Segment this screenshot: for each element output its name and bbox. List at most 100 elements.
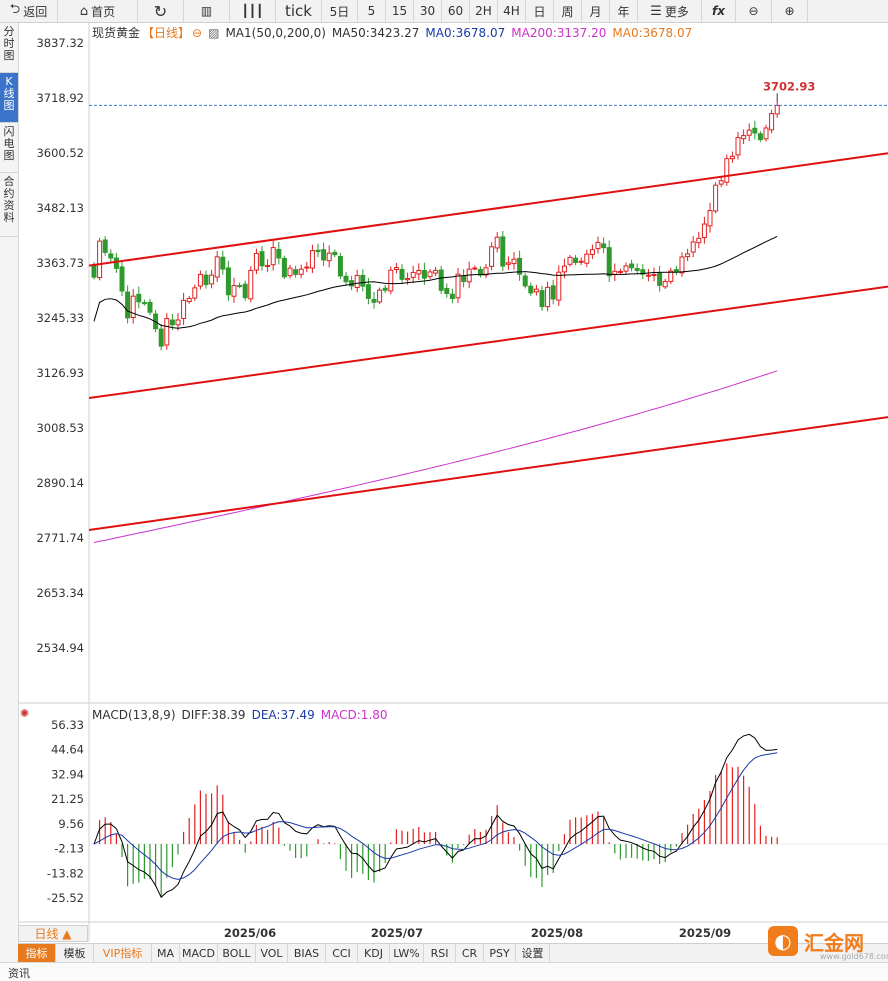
candle-type-button[interactable]: ┃┃┃ [230,0,276,22]
candle-body [505,262,511,265]
indicator-cr[interactable]: CR [456,944,484,962]
candle-body [444,287,450,294]
candle-body [410,271,416,278]
indicator-vol[interactable]: VOL [256,944,288,962]
indicator-ma[interactable]: MA [152,944,180,962]
candle-body [511,258,517,265]
period-day[interactable]: 日 [526,0,554,22]
period-4h[interactable]: 4H [498,0,526,22]
news-tab[interactable]: 资讯 [8,967,30,980]
indicator-cci[interactable]: CCI [326,944,358,962]
candle-body [321,249,327,261]
indicator-tab[interactable]: 指标 [18,944,56,962]
candle-body [673,269,679,273]
template-tab[interactable]: 模板 [56,944,94,962]
candle-body [141,302,147,305]
candle-body [601,243,607,249]
period-30min[interactable]: 30 [414,0,442,22]
ma50-line [93,235,778,329]
price-tick-label: 3126.93 [36,366,84,380]
candle-body [147,301,153,313]
candle-body [589,249,595,256]
indicator-boll[interactable]: BOLL [218,944,256,962]
period-60min[interactable]: 60 [442,0,470,22]
candle-body [640,269,646,275]
candle-body [774,104,780,115]
zoom-out-button[interactable]: ⊖ [736,0,772,22]
channel-trendline [88,416,888,531]
candle-body [197,273,203,287]
period-5day[interactable]: 5日 [322,0,358,22]
candle-body [108,253,114,259]
candle-body [701,223,707,239]
period-week[interactable]: 周 [554,0,582,22]
refresh-button[interactable]: ↻ [138,0,184,22]
candle-body [724,158,730,183]
tab-flash[interactable]: 闪电图 [0,123,18,173]
home-icon: ⌂ [79,3,89,19]
footer-bar: 资讯 [0,962,888,981]
candle-body [679,256,685,274]
indicator-psy[interactable]: PSY [484,944,516,962]
indicator-bias[interactable]: BIAS [288,944,326,962]
candle-body [556,271,562,301]
chart-type-button[interactable]: ▥ [184,0,230,22]
formula-button[interactable]: fx [702,0,736,22]
vip-indicator-tab[interactable]: VIP指标 [94,944,152,962]
macd-tick-label: -2.13 [54,842,84,856]
candle-body [438,269,444,291]
channel-trendline [88,152,888,267]
period-selector[interactable]: 日线 ▲ [18,925,88,942]
period-year[interactable]: 年 [610,0,638,22]
settings-tab[interactable]: 设置 [516,944,550,962]
candle-body [561,265,567,273]
price-tick-label: 2771.74 [36,531,84,545]
tab-contract-info[interactable]: 合约资料 [0,173,18,237]
back-button[interactable]: ⮌ 返回 [0,0,58,22]
candle-body [203,274,209,286]
indicator-rsi[interactable]: RSI [424,944,456,962]
x-tick-label: 2025/06 [224,926,276,940]
candle-body [461,275,467,282]
candle-body [332,251,338,256]
channel-trendline [88,285,888,400]
macd-settings-icon: ✺ [20,707,29,720]
period-month[interactable]: 月 [582,0,610,22]
candle-body [606,247,612,277]
candle-body [242,283,248,299]
macd-legend-item: MACD(13,8,9) [92,708,176,722]
candle-body [130,295,136,319]
tab-kline[interactable]: K线图 [0,73,18,123]
indicator-kdj[interactable]: KDJ [358,944,390,962]
zoom-out-icon: ⊖ [748,4,759,18]
price-tick-label: 3363.73 [36,256,84,270]
candle-body [293,269,299,275]
candle-body [270,247,276,266]
tab-timeshare[interactable]: 分时图 [0,23,18,73]
candle-body [113,257,119,269]
candle-body [315,249,321,253]
candle-body [623,265,629,272]
home-button[interactable]: ⌂ 首页 [58,0,138,22]
price-tick-label: 3245.33 [36,311,84,325]
candle-body [550,285,556,300]
back-arrow-icon: ⮌ [9,2,21,17]
candle-body [595,241,601,250]
candle-body [225,267,231,296]
more-button[interactable]: ☰ 更多 [638,0,702,22]
refresh-icon: ↻ [153,1,168,21]
candle-body [259,251,265,267]
indicator-lw[interactable]: LW% [390,944,424,962]
candle-body [125,291,131,319]
period-5min[interactable]: 5 [358,0,386,22]
macd-legend-item: DIFF:38.39 [182,708,246,722]
candle-body [248,269,254,300]
candle-body [752,127,758,134]
period-15min[interactable]: 15 [386,0,414,22]
period-2h[interactable]: 2H [470,0,498,22]
period-tick[interactable]: tick [276,0,322,22]
candle-body [567,256,573,265]
indicator-macd[interactable]: MACD [180,944,218,962]
zoom-in-button[interactable]: ⊕ [772,0,808,22]
